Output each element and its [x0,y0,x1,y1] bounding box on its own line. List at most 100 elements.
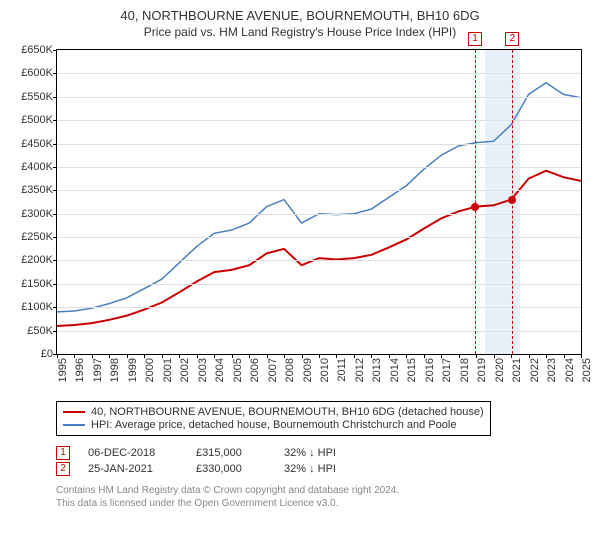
chart-subtitle: Price paid vs. HM Land Registry's House … [10,25,590,39]
sale-callout: 1 [468,32,482,46]
xtick-label: 2000 [144,358,156,382]
xtick-label: 2014 [389,358,401,382]
xtick-label: 2002 [179,358,191,382]
grid-horizontal [57,260,581,261]
ytick-mark [53,331,57,332]
grid-horizontal [57,120,581,121]
grid-horizontal [57,284,581,285]
legend-item: 40, NORTHBOURNE AVENUE, BOURNEMOUTH, BH1… [63,406,484,418]
xtick-label: 2007 [267,358,279,382]
ytick-label: £50K [27,325,53,337]
sale-callout: 2 [505,32,519,46]
ytick-label: £550K [21,91,53,103]
ytick-label: £600K [21,67,53,79]
ytick-mark [53,73,57,74]
ytick-mark [53,284,57,285]
series-property [57,171,581,326]
xtick-label: 2004 [214,358,226,382]
xtick-label: 2019 [476,358,488,382]
ytick-label: £650K [21,44,53,56]
xtick-label: 2015 [406,358,418,382]
ytick-label: £300K [21,208,53,220]
ytick-label: £200K [21,254,53,266]
xtick-label: 1998 [109,358,121,382]
sales-price: £315,000 [196,447,266,459]
line-layer [57,50,581,354]
sales-change: 32% ↓ HPI [284,447,354,459]
xtick-label: 2008 [284,358,296,382]
grid-horizontal [57,190,581,191]
sales-index-box: 1 [56,446,70,460]
ytick-label: £100K [21,301,53,313]
sales-price: £330,000 [196,463,266,475]
ytick-label: £400K [21,161,53,173]
xtick-label: 2025 [581,358,593,382]
chart-area: £0 £50K £100K £150K £200K £250K £300K £350K £400… [10,45,590,395]
xtick-label: 2012 [354,358,366,382]
footer-line: This data is licensed under the Open Gov… [56,497,590,510]
grid-horizontal [57,237,581,238]
series-hpi [57,83,581,312]
grid-horizontal [57,97,581,98]
ytick-label: £500K [21,114,53,126]
xtick-label: 2024 [564,358,576,382]
sales-date: 06-DEC-2018 [88,447,178,459]
grid-horizontal [57,167,581,168]
legend: 40, NORTHBOURNE AVENUE, BOURNEMOUTH, BH1… [56,401,491,436]
xtick-label: 2003 [197,358,209,382]
grid-horizontal [57,73,581,74]
legend-swatch [63,411,85,413]
ytick-mark [53,50,57,51]
xtick-label: 2001 [162,358,174,382]
ytick-label: £450K [21,138,53,150]
xtick-label: 1999 [127,358,139,382]
grid-horizontal [57,214,581,215]
ytick-mark [53,237,57,238]
xtick-label: 2021 [511,358,523,382]
grid-horizontal [57,144,581,145]
xtick-label: 1997 [92,358,104,382]
ytick-mark [53,214,57,215]
ytick-mark [53,144,57,145]
grid-horizontal [57,307,581,308]
ytick-mark [53,120,57,121]
sale-marker [471,203,479,211]
xtick-label: 2018 [459,358,471,382]
xtick-label: 2016 [424,358,436,382]
ytick-mark [53,260,57,261]
sales-index-box: 2 [56,462,70,476]
footer-line: Contains HM Land Registry data © Crown c… [56,484,590,497]
xtick-label: 1995 [57,358,69,382]
xtick-label: 2022 [529,358,541,382]
xtick-label: 2009 [302,358,314,382]
sale-marker [508,196,516,204]
sales-date: 25-JAN-2021 [88,463,178,475]
legend-item: HPI: Average price, detached house, Bour… [63,419,484,431]
xtick-label: 2020 [494,358,506,382]
ytick-label: £250K [21,231,53,243]
grid-horizontal [57,331,581,332]
legend-label: 40, NORTHBOURNE AVENUE, BOURNEMOUTH, BH1… [91,406,484,418]
ytick-mark [53,307,57,308]
ytick-label: £0 [41,348,53,360]
sales-change: 32% ↓ HPI [284,463,354,475]
xtick-label: 2013 [371,358,383,382]
xtick-label: 2017 [441,358,453,382]
xtick-label: 2005 [232,358,244,382]
plot-area: £0£50K£100K£150K£200K£250K£300K£350K£400… [56,49,582,355]
sales-table: 1 06-DEC-2018 £315,000 32% ↓ HPI 2 25-JAN-202… [56,444,590,478]
ytick-label: £350K [21,184,53,196]
xtick-label: 2010 [319,358,331,382]
legend-label: HPI: Average price, detached house, Bour… [91,419,456,431]
xtick-label: 2023 [546,358,558,382]
ytick-mark [53,190,57,191]
footer-attribution: Contains HM Land Registry data © Crown c… [56,484,590,510]
sales-row: 2 25-JAN-2021 £330,000 32% ↓ HPI [56,462,590,476]
ytick-mark [53,167,57,168]
xtick-label: 2006 [249,358,261,382]
legend-swatch [63,424,85,426]
xtick-label: 2011 [336,358,348,382]
xtick-label: 1996 [74,358,86,382]
sales-row: 1 06-DEC-2018 £315,000 32% ↓ HPI [56,446,590,460]
ytick-label: £150K [21,278,53,290]
